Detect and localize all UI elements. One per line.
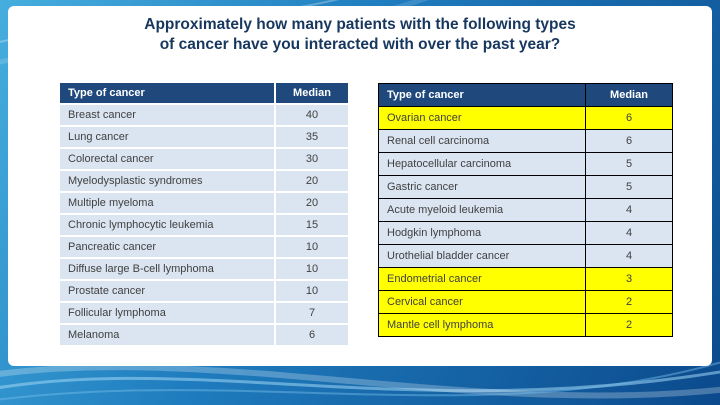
- slide-title-line1: Approximately how many patients with the…: [144, 16, 576, 33]
- table-body: Ovarian cancer 6 Renal cell carcinoma 6 …: [378, 106, 673, 337]
- median-value-cell: 20: [276, 171, 348, 191]
- slide-title: Approximately how many patients with the…: [8, 6, 712, 55]
- cancer-type-cell: Acute myeloid leukemia: [378, 198, 586, 222]
- median-value-cell: 40: [276, 105, 348, 125]
- cancer-type-cell: Melanoma: [60, 325, 274, 345]
- table-row: Urothelial bladder cancer 4: [378, 244, 673, 268]
- cancer-type-cell: Hepatocellular carcinoma: [378, 152, 586, 176]
- cancer-type-cell: Prostate cancer: [60, 281, 274, 301]
- median-value-cell: 2: [585, 290, 673, 314]
- cancer-type-cell: Urothelial bladder cancer: [378, 244, 586, 268]
- table-header-row: Type of cancer Median: [378, 83, 673, 107]
- median-value-cell: 3: [585, 267, 673, 291]
- cancer-type-cell: Hodgkin lymphoma: [378, 221, 586, 245]
- table-row: Multiple myeloma 20: [60, 193, 348, 213]
- median-value-cell: 6: [276, 325, 348, 345]
- cancer-type-cell: Chronic lymphocytic leukemia: [60, 215, 274, 235]
- table-row: Lung cancer 35: [60, 127, 348, 147]
- cancer-table-right: Type of cancer Median Ovarian cancer 6 R…: [378, 83, 673, 337]
- cancer-type-cell: Diffuse large B-cell lymphoma: [60, 259, 274, 279]
- median-value-cell: 7: [276, 303, 348, 323]
- cancer-type-cell: Breast cancer: [60, 105, 274, 125]
- median-header: Median: [585, 83, 673, 107]
- table-row: Cervical cancer 2: [378, 290, 673, 314]
- median-value-cell: 6: [585, 106, 673, 130]
- table-row: Endometrial cancer 3: [378, 267, 673, 291]
- table-row: Gastric cancer 5: [378, 175, 673, 199]
- slide-title-line2: of cancer have you interacted with over …: [159, 35, 561, 53]
- median-value-cell: 4: [585, 221, 673, 245]
- table-row: Ovarian cancer 6: [378, 106, 673, 130]
- median-value-cell: 10: [276, 237, 348, 257]
- median-value-cell: 4: [585, 244, 673, 268]
- median-value-cell: 10: [276, 281, 348, 301]
- median-value-cell: 10: [276, 259, 348, 279]
- median-header: Median: [276, 83, 348, 103]
- median-value-cell: 4: [585, 198, 673, 222]
- cancer-type-cell: Multiple myeloma: [60, 193, 274, 213]
- median-value-cell: 15: [276, 215, 348, 235]
- table-row: Myelodysplastic syndromes 20: [60, 171, 348, 191]
- table-row: Melanoma 6: [60, 325, 348, 345]
- table-row: Hodgkin lymphoma 4: [378, 221, 673, 245]
- median-value-cell: 35: [276, 127, 348, 147]
- cancer-type-cell: Mantle cell lymphoma: [378, 313, 586, 337]
- cancer-type-cell: Gastric cancer: [378, 175, 586, 199]
- table-row: Renal cell carcinoma 6: [378, 129, 673, 153]
- cancer-type-cell: Endometrial cancer: [378, 267, 586, 291]
- median-value-cell: 6: [585, 129, 673, 153]
- cancer-type-cell: Myelodysplastic syndromes: [60, 171, 274, 191]
- type-of-cancer-header: Type of cancer: [378, 83, 586, 107]
- table-row: Pancreatic cancer 10: [60, 237, 348, 257]
- median-value-cell: 5: [585, 152, 673, 176]
- table-row: Colorectal cancer 30: [60, 149, 348, 169]
- table-row: Acute myeloid leukemia 4: [378, 198, 673, 222]
- table-body: Breast cancer 40 Lung cancer 35 Colorect…: [60, 105, 348, 345]
- table-row: Follicular lymphoma 7: [60, 303, 348, 323]
- median-value-cell: 2: [585, 313, 673, 337]
- type-of-cancer-header: Type of cancer: [60, 83, 274, 103]
- cancer-type-cell: Pancreatic cancer: [60, 237, 274, 257]
- cancer-type-cell: Ovarian cancer: [378, 106, 586, 130]
- table-row: Mantle cell lymphoma 2: [378, 313, 673, 337]
- table-row: Hepatocellular carcinoma 5: [378, 152, 673, 176]
- cancer-table-left: Type of cancer Median Breast cancer 40 L…: [60, 83, 348, 347]
- cancer-type-cell: Follicular lymphoma: [60, 303, 274, 323]
- table-row: Diffuse large B-cell lymphoma 10: [60, 259, 348, 279]
- table-row: Breast cancer 40: [60, 105, 348, 125]
- cancer-type-cell: Colorectal cancer: [60, 149, 274, 169]
- median-value-cell: 30: [276, 149, 348, 169]
- median-value-cell: 20: [276, 193, 348, 213]
- slide-content-panel: Approximately how many patients with the…: [8, 6, 712, 366]
- cancer-type-cell: Lung cancer: [60, 127, 274, 147]
- table-header-row: Type of cancer Median: [60, 83, 348, 103]
- cancer-type-cell: Renal cell carcinoma: [378, 129, 586, 153]
- table-row: Chronic lymphocytic leukemia 15: [60, 215, 348, 235]
- table-row: Prostate cancer 10: [60, 281, 348, 301]
- median-value-cell: 5: [585, 175, 673, 199]
- cancer-type-cell: Cervical cancer: [378, 290, 586, 314]
